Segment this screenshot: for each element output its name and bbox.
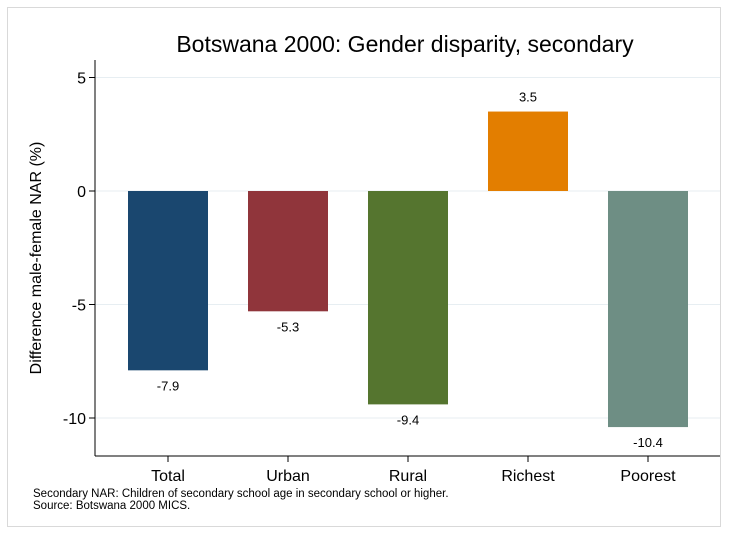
x-tick-label: Total xyxy=(151,468,185,485)
footnote-definition: Secondary NAR: Children of secondary sch… xyxy=(33,488,449,500)
data-label: -9.4 xyxy=(397,412,419,427)
data-label: -7.9 xyxy=(157,378,179,393)
y-tick-labels: 5 0 -5 -10 xyxy=(63,71,86,429)
chart-frame xyxy=(7,7,721,527)
bar-total xyxy=(128,191,208,371)
x-tick-label: Richest xyxy=(501,468,555,485)
x-tick-label: Rural xyxy=(389,468,427,485)
y-tick-label: -5 xyxy=(72,298,86,315)
y-tick-label: -10 xyxy=(63,411,86,428)
bar-rural xyxy=(368,191,448,405)
data-label: -10.4 xyxy=(633,435,663,450)
x-tick-labels: Total Urban Rural Richest Poorest xyxy=(151,468,676,485)
y-tick-label: 5 xyxy=(77,71,86,88)
data-label: 3.5 xyxy=(519,90,537,105)
footnote-source: Source: Botswana 2000 MICS. xyxy=(33,500,191,512)
data-labels: -7.9 -5.3 -9.4 3.5 -10.4 xyxy=(157,90,663,451)
bar-richest xyxy=(488,111,568,191)
x-tick-label: Poorest xyxy=(620,468,676,485)
y-axis-label: Difference male-female NAR (%) xyxy=(28,142,45,375)
bar-urban xyxy=(248,191,328,312)
axes xyxy=(89,60,720,462)
data-label: -5.3 xyxy=(277,319,299,334)
x-tick-label: Urban xyxy=(266,468,310,485)
bars xyxy=(128,111,688,428)
y-tick-label: 0 xyxy=(77,184,86,201)
bar-poorest xyxy=(608,191,688,428)
chart-title: Botswana 2000: Gender disparity, seconda… xyxy=(176,31,634,57)
